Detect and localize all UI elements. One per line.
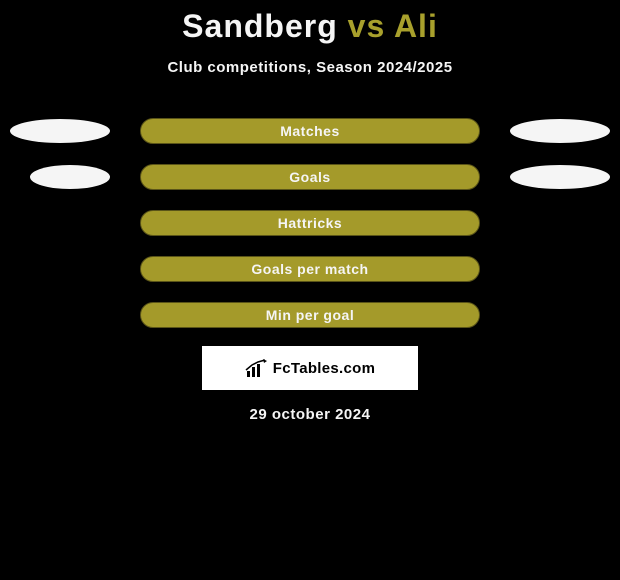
chart-icon [245,359,267,377]
stat-row-min-per-goal: Min per goal [0,302,620,328]
stat-bar-min-per-goal: Min per goal [140,302,480,328]
player2-name: Ali [394,8,438,44]
date-label: 29 october 2024 [250,406,371,423]
stat-label: Goals [289,169,330,185]
stats-container: Matches Goals Hattricks Goals per match … [0,118,620,328]
stat-label: Matches [280,123,340,139]
player1-name: Sandberg [182,8,338,44]
stat-row-goals-per-match: Goals per match [0,256,620,282]
subtitle: Club competitions, Season 2024/2025 [167,59,452,76]
stat-row-matches: Matches [0,118,620,144]
logo-text: FcTables.com [273,360,376,377]
stat-label: Min per goal [266,307,354,323]
stat-bar-hattricks: Hattricks [140,210,480,236]
stat-label: Hattricks [278,215,342,231]
goals-right-value [510,165,610,189]
stat-bar-goals: Goals [140,164,480,190]
goals-left-value [30,165,110,189]
matches-right-value [510,119,610,143]
page-title: Sandberg vs Ali [182,8,438,45]
fctables-logo[interactable]: FcTables.com [202,346,418,390]
stat-row-goals: Goals [0,164,620,190]
vs-label: vs [348,8,386,44]
stat-label: Goals per match [251,261,368,277]
stat-bar-goals-per-match: Goals per match [140,256,480,282]
matches-left-value [10,119,110,143]
stat-bar-matches: Matches [140,118,480,144]
stat-row-hattricks: Hattricks [0,210,620,236]
